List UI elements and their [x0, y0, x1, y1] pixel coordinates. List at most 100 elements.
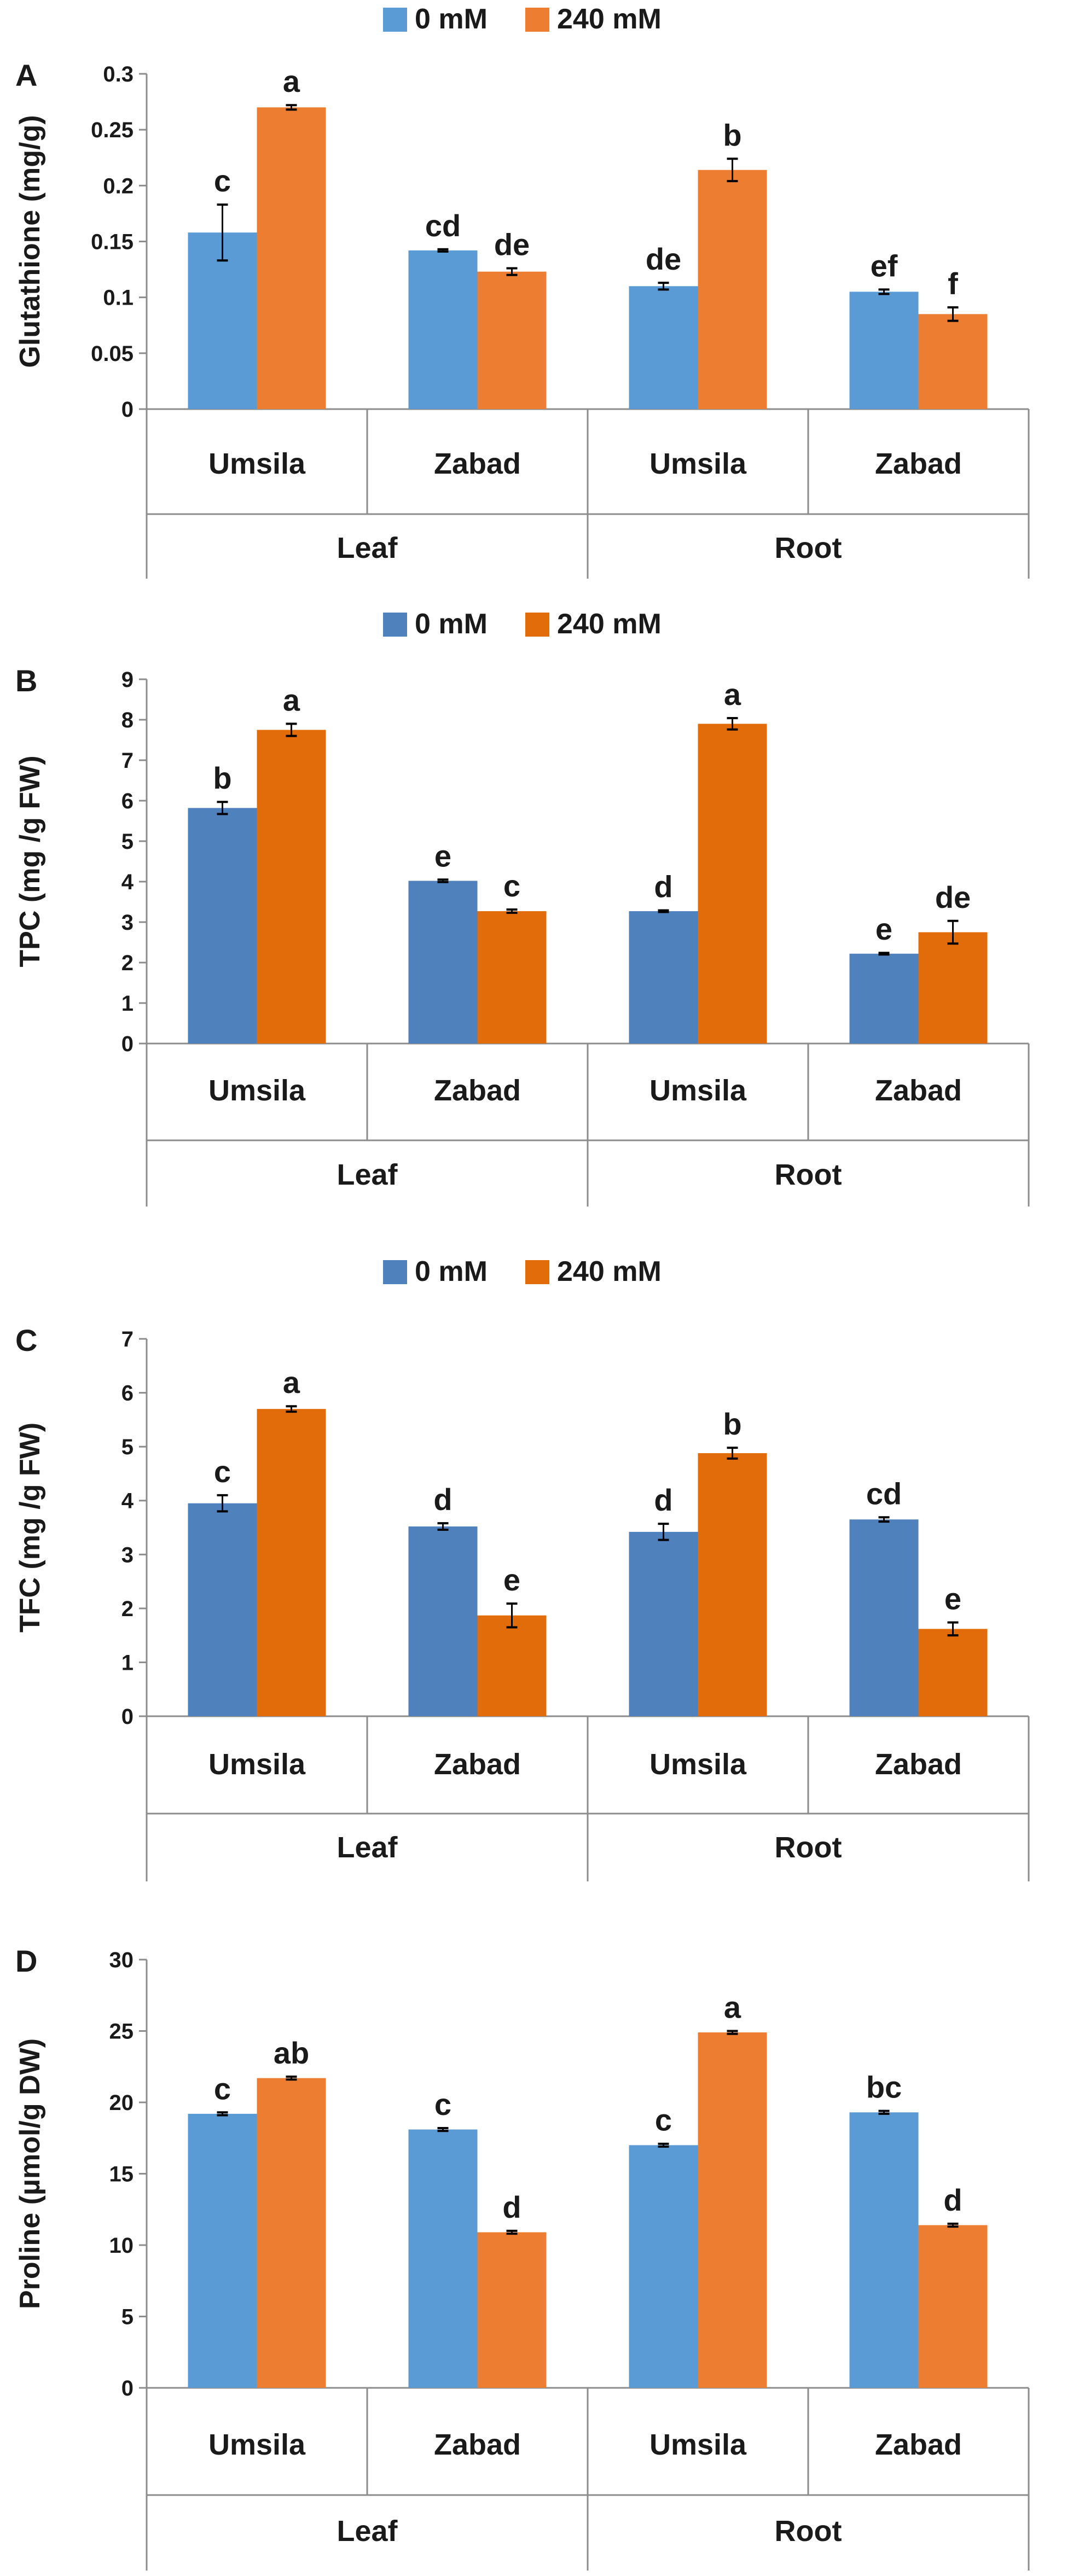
significance-letter: ef — [871, 248, 898, 283]
bar — [629, 286, 698, 409]
bar — [188, 2113, 257, 2388]
error-bar — [727, 2030, 738, 2035]
chart-panel-d: D Proline (µmol/g DW) 0 5 10 15 20 25 30 Umsila Za… — [14, 1944, 1030, 2571]
legend: 0 mM 240 mM — [383, 3, 662, 35]
legend-label: 0 mM — [415, 3, 488, 35]
x-category-label: Umsila — [649, 2428, 747, 2461]
legend-label: 240 mM — [557, 608, 662, 640]
x-group-label: Leaf — [337, 2515, 398, 2548]
legend-swatch — [383, 613, 407, 637]
y-tick-label: 3 — [121, 1543, 134, 1567]
legend-label: 240 mM — [557, 1256, 662, 1287]
y-tick-label: 2 — [121, 1597, 134, 1621]
bar — [477, 1615, 547, 1716]
y-tick-label: 4 — [121, 1489, 134, 1513]
chart-panel-b: B 0 mM 240 mM TPC (mg /g FW) 0 1 2 3 4 5 6 7 8 9 Umsil… — [14, 608, 1030, 1207]
significance-letter: d — [654, 1483, 672, 1517]
x-category-label: Zabad — [434, 447, 521, 480]
error-bar — [437, 1522, 449, 1531]
bar — [257, 730, 326, 1044]
bar — [408, 250, 478, 409]
error-bar — [727, 158, 738, 183]
error-bar — [658, 282, 669, 291]
x-category-label: Umsila — [208, 2428, 306, 2461]
error-bar — [217, 801, 228, 815]
x-category-label: Zabad — [434, 1748, 521, 1781]
error-bar — [947, 2222, 959, 2228]
x-category-label: Zabad — [434, 2428, 521, 2461]
x-category-label: Zabad — [875, 1074, 962, 1107]
y-tick-label: 0.2 — [103, 174, 134, 198]
bar — [257, 107, 326, 410]
y-axis-label: TPC (mg /g FW) — [14, 755, 46, 967]
y-tick-label: 5 — [121, 1435, 134, 1459]
bar — [849, 953, 919, 1044]
x-category-label: Umsila — [208, 447, 306, 480]
chart-panel-c: C 0 mM 240 mM TFC (mg /g FW) 0 1 2 3 4 5 6 7 Umsila Z… — [14, 1256, 1030, 1881]
y-tick-label: 0 — [121, 1705, 134, 1729]
legend-swatch — [383, 1260, 407, 1284]
x-group-label: Root — [775, 2515, 842, 2548]
panel-label: D — [15, 1944, 37, 1978]
bar — [408, 1526, 478, 1716]
bar — [698, 170, 767, 409]
bar — [918, 2225, 988, 2388]
bar — [849, 292, 919, 409]
significance-letter: c — [214, 164, 231, 198]
y-tick-label: 0 — [121, 1032, 134, 1056]
legend-swatch — [525, 8, 549, 32]
x-group-label: Leaf — [337, 1831, 398, 1864]
error-bar — [437, 2126, 449, 2132]
panel-label: A — [15, 58, 37, 92]
error-bar — [437, 248, 449, 253]
significance-letter: a — [283, 683, 300, 717]
significance-letter: bc — [866, 2070, 902, 2105]
legend: 0 mM 240 mM — [383, 608, 662, 640]
legend-label: 0 mM — [415, 1256, 488, 1287]
error-bar — [506, 908, 518, 914]
error-bar — [506, 267, 518, 276]
significance-letter: d — [433, 1482, 452, 1517]
significance-letter: cd — [866, 1476, 902, 1511]
error-bar — [437, 878, 449, 883]
bar — [477, 271, 547, 409]
y-tick-label: 30 — [109, 1948, 134, 1972]
error-bar — [878, 2109, 890, 2115]
y-tick-label: 1 — [121, 1651, 134, 1675]
significance-letter: a — [724, 677, 741, 712]
significance-letter: e — [503, 1563, 520, 1597]
error-bar — [658, 1523, 669, 1541]
significance-letter: e — [434, 838, 451, 873]
x-category-label: Umsila — [649, 1074, 747, 1107]
bar — [918, 932, 988, 1044]
y-tick-label: 25 — [109, 2020, 134, 2044]
y-tick-label: 0.15 — [91, 230, 134, 254]
y-tick-label: 0.25 — [91, 118, 134, 142]
y-axis-label: Proline (µmol/g DW) — [14, 2038, 46, 2309]
x-group-label: Leaf — [337, 1158, 398, 1191]
error-bar — [286, 104, 297, 111]
significance-letter: e — [944, 1581, 961, 1616]
bar — [257, 2078, 326, 2388]
significance-letter: a — [283, 64, 300, 98]
x-category-label: Umsila — [649, 447, 747, 480]
y-tick-label: 20 — [109, 2091, 134, 2115]
y-tick-label: 10 — [109, 2234, 134, 2258]
bar — [188, 232, 257, 409]
x-group-label: Root — [775, 532, 842, 564]
significance-letter: c — [214, 1454, 231, 1489]
x-category-label: Zabad — [434, 1074, 521, 1107]
panel-label: B — [15, 663, 37, 698]
chart-panel-a: A 0 mM 240 mM Glutathione (mg/g) 0 0.05 0.1 0.1… — [14, 3, 1030, 579]
bar — [698, 1453, 767, 1716]
error-bar — [878, 288, 890, 295]
error-bar — [286, 722, 297, 737]
y-tick-label: 0 — [121, 2376, 134, 2400]
legend-swatch — [383, 8, 407, 32]
x-category-label: Zabad — [875, 447, 962, 480]
y-tick-label: 7 — [121, 749, 134, 773]
significance-letter: de — [646, 242, 681, 276]
y-tick-label: 7 — [121, 1327, 134, 1351]
x-group-label: Leaf — [337, 532, 398, 564]
